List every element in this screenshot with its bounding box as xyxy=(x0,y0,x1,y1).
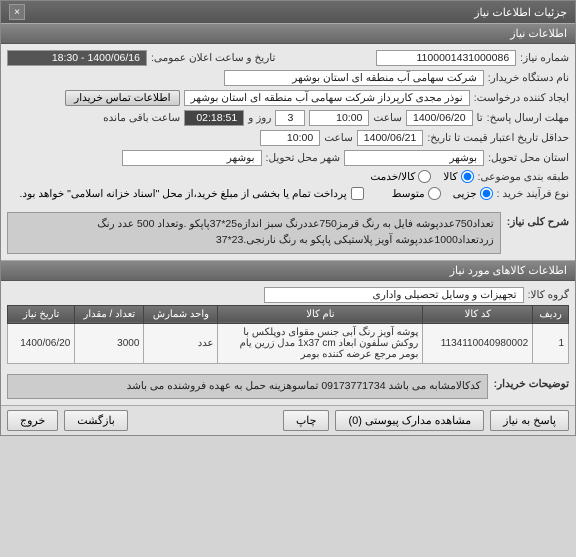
items-table: ردیف کد کالا نام کالا واحد شمارش تعداد /… xyxy=(7,305,569,364)
items-area: گروه کالا: تجهیزات و وسایل تحصیلی واداری… xyxy=(1,281,575,368)
radio-service-input[interactable] xyxy=(418,170,431,183)
payment-note: پرداخت تمام یا بخشی از مبلغ خرید،از محل … xyxy=(20,188,347,200)
th-unit: واحد شمارش xyxy=(144,305,218,323)
value-time-left: 02:18:51 xyxy=(184,110,244,126)
attachments-button[interactable]: مشاهده مدارک پیوستی (0) xyxy=(335,410,484,431)
footer-bar: پاسخ به نیاز مشاهده مدارک پیوستی (0) چاپ… xyxy=(1,405,575,435)
reply-button[interactable]: پاسخ به نیاز xyxy=(490,410,569,431)
label-remaining: ساعت باقی مانده xyxy=(103,112,180,124)
value-deadline-time: 10:00 xyxy=(309,110,369,126)
value-delivery-city: بوشهر xyxy=(122,150,262,166)
radio-low-input[interactable] xyxy=(480,187,493,200)
titlebar: جزئیات اطلاعات نیاز × xyxy=(1,1,575,23)
label-creator: ایجاد کننده درخواست: xyxy=(474,92,569,104)
contact-buyer-button[interactable]: اطلاعات تماس خریدار xyxy=(65,90,179,106)
window-title: جزئیات اطلاعات نیاز xyxy=(474,6,567,19)
category-radio-group: کالا کالا/خدمت xyxy=(370,170,473,183)
radio-low-label: جزیی xyxy=(453,188,477,200)
value-need-no: 1100001431000086 xyxy=(376,50,516,66)
label-category: طبقه بندی موضوعی: xyxy=(478,171,569,183)
radio-service[interactable]: کالا/خدمت xyxy=(370,170,431,183)
th-date: تاریخ نیاز xyxy=(8,305,75,323)
th-code: کد کالا xyxy=(423,305,533,323)
label-buyer-notes: توضیحات خریدار: xyxy=(494,372,569,390)
process-radio-group: جزیی متوسط xyxy=(392,187,493,200)
radio-service-label: کالا/خدمت xyxy=(370,171,415,183)
radio-goods-input[interactable] xyxy=(461,170,474,183)
main-window: جزئیات اطلاعات نیاز × اطلاعات نیاز شماره… xyxy=(0,0,576,436)
buyer-notes-area: توضیحات خریدار: کدکالامشابه می باشد 0917… xyxy=(1,368,575,406)
th-qty: تعداد / مقدار xyxy=(75,305,144,323)
value-delivery-prov: بوشهر xyxy=(344,150,484,166)
exit-button[interactable]: خروج xyxy=(7,410,58,431)
label-need-no: شماره نیاز: xyxy=(520,52,569,64)
value-org: شرکت سهامی آب منطقه ای استان بوشهر xyxy=(224,70,484,86)
radio-goods[interactable]: کالا xyxy=(443,170,473,183)
close-icon[interactable]: × xyxy=(9,4,25,20)
section-need-info: اطلاعات نیاز xyxy=(1,23,575,44)
radio-mid-input[interactable] xyxy=(428,187,441,200)
label-delivery-city: شهر محل تحویل: xyxy=(266,152,341,164)
radio-mid[interactable]: متوسط xyxy=(392,187,441,200)
cell-code: 1134110040980002 xyxy=(423,323,533,363)
payment-checkbox-input[interactable] xyxy=(351,187,364,200)
label-announce: تاریخ و ساعت اعلان عمومی: xyxy=(151,52,275,64)
need-summary-text: تعداد750عددپوشه فایل به رنگ قرمز750عددرن… xyxy=(7,212,501,254)
value-days-left: 3 xyxy=(275,110,305,126)
section-items-info: اطلاعات کالاهای مورد نیاز xyxy=(1,260,575,281)
cell-date: 1400/06/20 xyxy=(8,323,75,363)
label-goods-group: گروه کالا: xyxy=(528,289,569,301)
label-need-summary: شرح کلی نیاز: xyxy=(507,210,569,228)
form-need-info: شماره نیاز: 1100001431000086 تاریخ و ساع… xyxy=(1,44,575,206)
label-day-and: روز و xyxy=(248,112,271,124)
value-announce: 1400/06/16 - 18:30 xyxy=(7,50,147,66)
th-name: نام کالا xyxy=(218,305,423,323)
print-button[interactable]: چاپ xyxy=(283,410,330,431)
label-validity: حداقل تاریخ اعتبار قیمت تا تاریخ: xyxy=(427,132,569,144)
value-validity-date: 1400/06/21 xyxy=(357,130,424,146)
label-deadline: مهلت ارسال پاسخ: xyxy=(487,112,569,124)
cell-row: 1 xyxy=(533,323,569,363)
label-process: نوع فرآیند خرید : xyxy=(497,188,569,200)
label-until-1: تا xyxy=(477,112,483,124)
cell-qty: 3000 xyxy=(75,323,144,363)
value-deadline-date: 1400/06/20 xyxy=(406,110,473,126)
radio-low[interactable]: جزیی xyxy=(453,187,493,200)
cell-name: پوشه آویز رنگ آبی جنس مقوای دوپلکس با رو… xyxy=(218,323,423,363)
radio-goods-label: کالا xyxy=(443,171,457,183)
value-validity-time: 10:00 xyxy=(260,130,320,146)
label-org: نام دستگاه خریدار: xyxy=(488,72,569,84)
back-button[interactable]: بازگشت xyxy=(64,410,128,431)
buyer-notes-text: کدکالامشابه می باشد 09173771734 تماسوهزی… xyxy=(7,374,488,400)
value-creator: نوذر مجدی کارپرداز شرکت سهامی آب منطقه ا… xyxy=(184,90,470,106)
value-goods-group: تجهیزات و وسایل تحصیلی واداری xyxy=(264,287,524,303)
cell-unit: عدد xyxy=(144,323,218,363)
label-delivery-prov: استان محل تحویل: xyxy=(488,152,569,164)
table-header-row: ردیف کد کالا نام کالا واحد شمارش تعداد /… xyxy=(8,305,569,323)
label-hour-2: ساعت xyxy=(324,132,353,144)
radio-mid-label: متوسط xyxy=(392,188,425,200)
th-row: ردیف xyxy=(533,305,569,323)
payment-checkbox[interactable]: پرداخت تمام یا بخشی از مبلغ خرید،از محل … xyxy=(20,187,364,200)
need-summary-area: شرح کلی نیاز: تعداد750عددپوشه فایل به رن… xyxy=(1,206,575,260)
label-hour-1: ساعت xyxy=(373,112,402,124)
table-row: 1 1134110040980002 پوشه آویز رنگ آبی جنس… xyxy=(8,323,569,363)
